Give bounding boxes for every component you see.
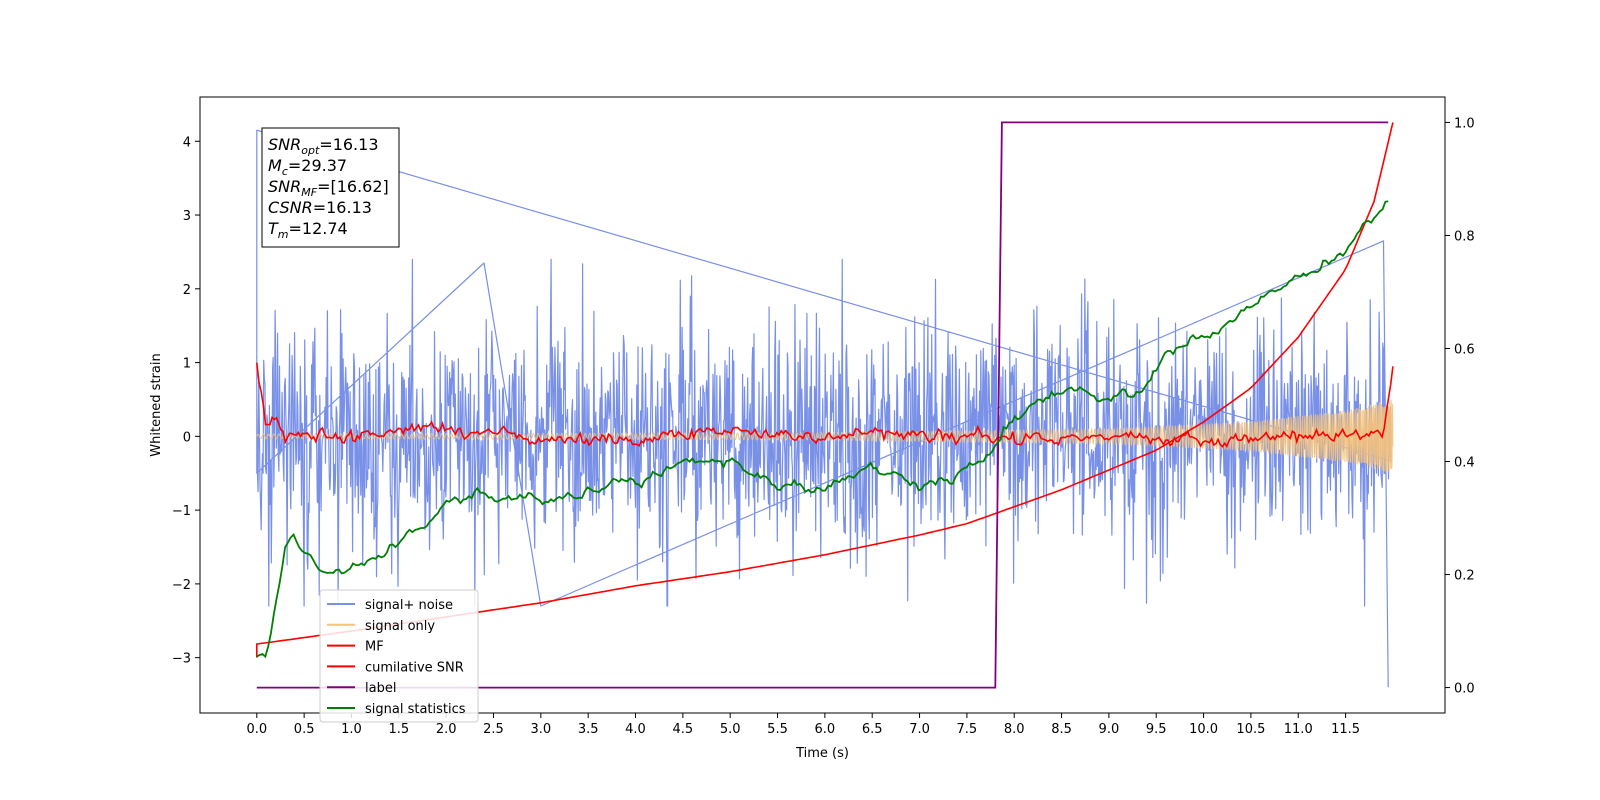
series-label xyxy=(256,121,1389,689)
x-tick-label: 5.5 xyxy=(767,722,788,737)
y2-tick-label: 0.0 xyxy=(1454,682,1475,697)
x-tick-label: 5.0 xyxy=(720,722,741,737)
stats-box: SNRopt=16.13Mc=29.37SNRMF=[16.62]CSNR=16… xyxy=(261,127,400,248)
legend-label: signal only xyxy=(365,619,435,634)
legend-label: signal statistics xyxy=(365,702,466,717)
axes-frame xyxy=(199,96,1446,714)
y2-tick-label: 0.6 xyxy=(1454,342,1475,357)
y-tick-label: 2 xyxy=(183,283,191,298)
x-tick-label: 2.5 xyxy=(483,722,504,737)
x-tick-label: 3.5 xyxy=(578,722,599,737)
y-tick-label: −1 xyxy=(172,504,191,519)
legend-frame xyxy=(319,589,479,723)
x-tick-label: 0.5 xyxy=(294,722,315,737)
y2-tick-label: 0.2 xyxy=(1454,569,1475,584)
x-tick-label: 8.5 xyxy=(1051,722,1072,737)
x-tick-label: 1.0 xyxy=(341,722,362,737)
y2-tick-label: 0.4 xyxy=(1454,456,1475,471)
x-tick-label: 2.0 xyxy=(436,722,457,737)
x-tick-label: 0.0 xyxy=(246,722,267,737)
legend-label: signal+ noise xyxy=(365,598,453,613)
x-tick-label: 8.0 xyxy=(1004,722,1025,737)
series-signal-statistics xyxy=(256,200,1389,659)
x-tick-label: 11.5 xyxy=(1331,722,1360,737)
axis-ticks: 0.0 0.5 1.0 1.5 2.0 2.5 3.0 3.5 4.0 4.5 5.0 5.5 6.0 6… xyxy=(172,116,1475,737)
axis-labels: Time (s) Whitened strain xyxy=(149,353,849,761)
x-tick-label: 9.0 xyxy=(1099,722,1120,737)
x-axis-label: Time (s) xyxy=(795,746,849,761)
x-tick-label: 11.0 xyxy=(1284,722,1313,737)
stats-line: SNRopt=16.13 xyxy=(268,135,379,157)
y-tick-label: 0 xyxy=(183,430,191,445)
stats-box-frame xyxy=(261,127,400,248)
x-tick-label: 10.5 xyxy=(1236,722,1265,737)
x-tick-label: 7.5 xyxy=(957,722,978,737)
legend-label: cumilative SNR xyxy=(365,660,464,675)
y-tick-label: −3 xyxy=(172,652,191,667)
legend: signal+ noise signal only MF cumilative SNR… xyxy=(319,589,479,723)
series-signal-only xyxy=(256,399,1394,473)
stats-line: CSNR=16.13 xyxy=(268,198,372,217)
y-tick-label: 3 xyxy=(183,209,191,224)
x-tick-label: 6.5 xyxy=(862,722,883,737)
x-tick-label: 4.0 xyxy=(625,722,646,737)
x-tick-label: 7.0 xyxy=(909,722,930,737)
y-axis-label: Whitened strain xyxy=(149,353,164,456)
legend-label: label xyxy=(365,681,396,696)
x-tick-label: 6.0 xyxy=(815,722,836,737)
legend-label: MF xyxy=(365,640,384,655)
stats-line: Mc=29.37 xyxy=(268,156,347,178)
x-tick-label: 4.5 xyxy=(673,722,694,737)
stats-line: SNRMF=[16.62] xyxy=(268,177,389,199)
y2-tick-label: 1.0 xyxy=(1454,116,1475,131)
x-tick-label: 1.5 xyxy=(388,722,409,737)
y-tick-label: −2 xyxy=(172,578,191,593)
y-tick-label: 1 xyxy=(183,357,191,372)
x-tick-label: 10.0 xyxy=(1189,722,1218,737)
plot-frame xyxy=(199,96,1446,714)
series-mf xyxy=(256,362,1394,448)
y2-tick-label: 0.8 xyxy=(1454,229,1475,244)
x-tick-label: 9.5 xyxy=(1146,722,1167,737)
y-tick-label: 4 xyxy=(183,135,191,150)
stats-line: Tm=12.74 xyxy=(268,219,348,241)
x-tick-label: 3.0 xyxy=(530,722,551,737)
